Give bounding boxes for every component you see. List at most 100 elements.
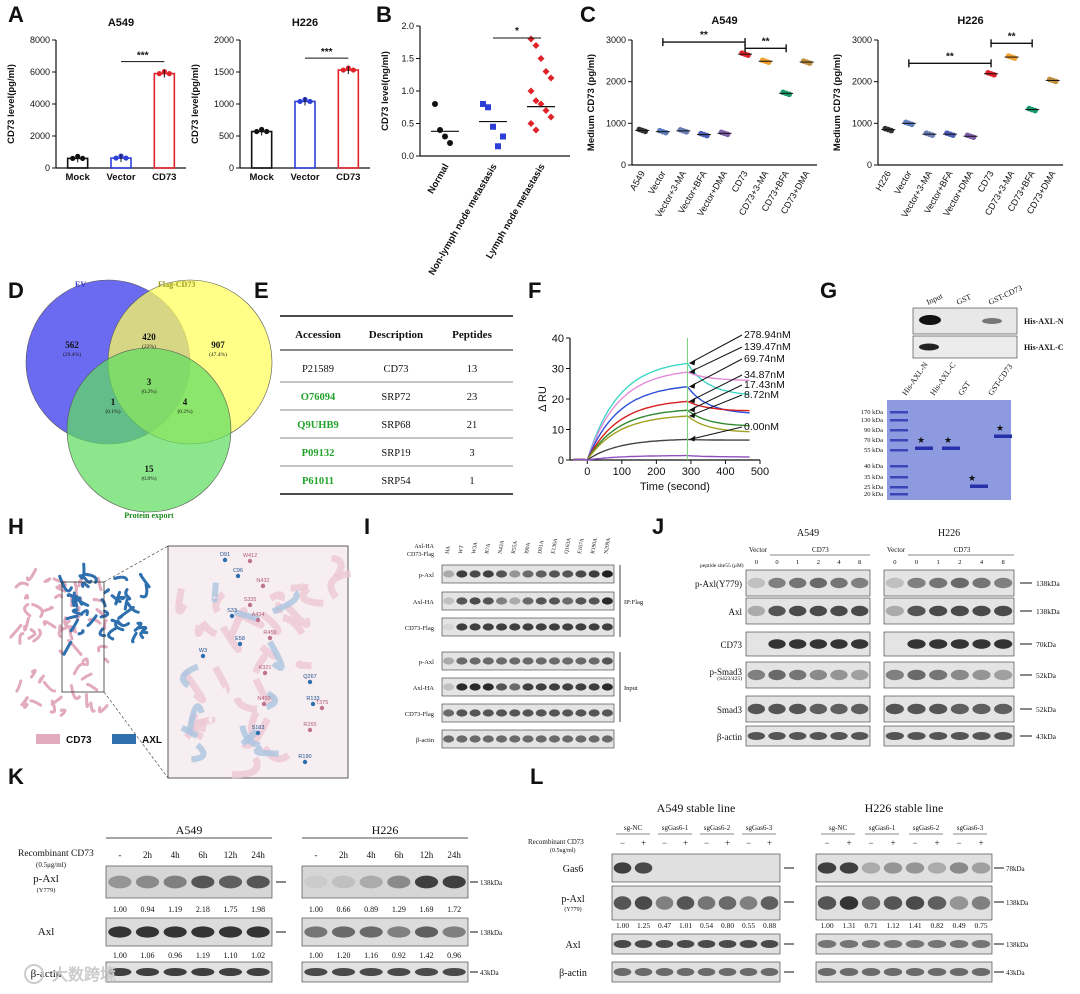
cd73-ribbon-zoom [282,614,306,636]
blot-band [885,732,904,740]
blot-band [760,896,779,910]
size-label: 138kDa [1036,607,1060,616]
residue-dot [261,701,267,707]
blot-band [929,703,948,715]
blot-band [927,896,947,910]
panel-letter-c: C [580,2,596,27]
blot-band [548,657,561,665]
lane-label: N209A [603,537,612,554]
axl-ribbon [71,596,80,608]
quant-value: 2.18 [196,905,210,914]
group-label: sg-NC [829,824,848,832]
panel-letter-f: F [528,278,542,303]
arrow-head [689,368,696,375]
blot-band [929,577,948,589]
blot-band [861,940,881,948]
lane-label: HA [445,545,452,554]
data-point [806,60,813,66]
data-point [70,155,76,161]
blot-band [747,703,766,715]
venn-count: 15 [145,464,155,474]
axl-ribbon [133,621,143,632]
blot-label: CD73-Flag [405,625,435,632]
data-point [991,71,997,78]
data-point [166,71,172,77]
data-point [704,132,710,139]
axl-ribbon [78,562,86,580]
blot-frame-j-1-0 [883,569,1015,597]
data-point [786,91,792,98]
gel-lane-label: His-AXL-N [900,360,930,397]
axl-ribbon-zoom [239,725,261,749]
blot-band [456,570,468,578]
sign-label: + [767,838,772,848]
blot-band [972,703,991,715]
concentration-arrow [689,374,743,402]
blot-band [883,862,903,874]
blot-band [809,669,828,681]
blot-band [456,735,468,743]
blot-frame-k-paxl-1 [301,865,469,899]
venn-count: 1 [111,397,116,407]
data-point [970,134,977,141]
axl-ribbon-zoom [234,609,260,622]
axl-ribbon [81,581,90,589]
blot-band [601,657,613,665]
blot-frame-j-0-3 [745,661,871,689]
residue-dot [222,557,228,563]
axl-ribbon [131,631,138,644]
x-tick-label: Vector [892,169,913,196]
blot-band [885,703,904,715]
blot-band [442,968,466,976]
residue-dot [247,602,253,608]
blot-band [482,683,494,691]
size-label: 138kDa [1006,899,1029,907]
blot-band [768,639,786,649]
x-tick-label: 200 [647,466,665,478]
blot-label: Axl-HA [413,685,435,692]
lane-label: D91A [537,540,545,554]
blot-band [588,683,600,691]
blot-band [971,968,991,976]
quant-value: 0.49 [952,921,965,930]
dose-value: 4 [837,559,841,566]
blot-frame-j-0-5 [745,725,871,747]
time-label: 12h [420,850,434,860]
blot-band [850,703,869,715]
data-point [437,127,443,133]
blot-band [495,683,508,691]
axl-ribbon-zoom [253,745,279,757]
data-point [1011,55,1018,61]
star-marker: ★ [917,435,925,445]
blot-band [739,968,758,976]
quant-value: 1.00 [309,951,323,960]
blot-band [482,623,494,631]
blot-band [456,657,468,665]
blot-band [788,605,807,617]
concentration-label: 278.94nM [744,329,791,341]
axl-residue-label: E58 [235,636,245,642]
blot-band [387,875,411,889]
blot-band [830,639,848,649]
data-point [909,121,915,128]
axl-ribbon [114,590,122,606]
row-label: CD73-Flag [407,552,434,558]
blot-label: p-Smad3 [710,667,743,677]
residue-dot [255,730,261,736]
quant-value: 1.75 [224,905,238,914]
blot-band [246,875,270,889]
blot-band [442,875,466,889]
dose-value: 8 [1002,559,1005,566]
blot-band [697,940,716,948]
quant-value: 0.54 [700,921,713,930]
watermark-logo-icon [24,964,44,984]
axl-ribbon [124,588,130,599]
gel-lane-label: GST [956,380,972,398]
legend-swatch-cd73 [36,734,60,744]
table-cell-description: SRP68 [381,420,410,431]
panel-letter-b: B [376,2,392,27]
arrow-head [689,406,696,413]
venn-count: 907 [211,340,225,350]
axl-ribbon [99,609,110,619]
data-point [480,101,486,107]
